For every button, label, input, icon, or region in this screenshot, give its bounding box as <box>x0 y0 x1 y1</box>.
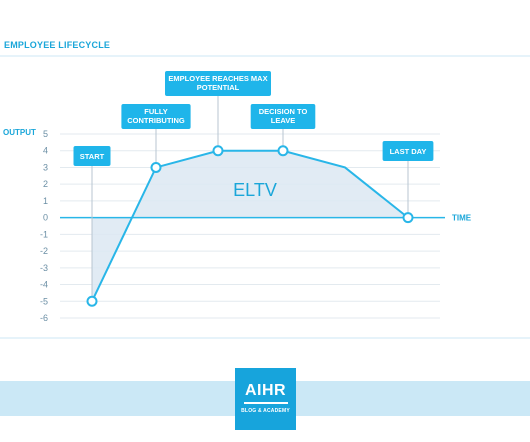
page-title: EMPLOYEE LIFECYCLE <box>4 40 111 50</box>
y-tick-label: -1 <box>40 229 48 239</box>
callout-label: DECISION TO <box>259 107 308 116</box>
lifecycle-chart: ELTV 5 4 3 2 1 0 -1 -2 -3 -4 -5 -6 OUTPUT TIME START F… <box>3 71 472 323</box>
data-point <box>212 145 224 157</box>
callout-box <box>382 141 434 161</box>
x-axis-title: TIME <box>452 214 472 223</box>
callout-box <box>165 71 271 96</box>
y-tick-label: 3 <box>43 162 48 172</box>
y-tick-label: 4 <box>43 146 48 156</box>
y-tick-label: -5 <box>40 296 48 306</box>
callout-label: FULLY <box>144 107 167 116</box>
callout-box <box>73 146 111 166</box>
data-point <box>86 295 98 307</box>
logo-brand: AIHR <box>244 382 287 399</box>
y-tick-label: -4 <box>40 280 48 290</box>
content-divider <box>0 337 530 339</box>
header-divider <box>0 55 530 57</box>
chart-area: ELTV <box>92 150 408 302</box>
data-point <box>402 212 414 224</box>
y-axis-title: OUTPUT <box>3 128 36 137</box>
chart-points <box>86 145 414 307</box>
logo-tagline: BLOG & ACADEMY <box>241 408 290 414</box>
data-point <box>150 161 162 173</box>
chart-line <box>91 149 409 302</box>
y-tick-label: 2 <box>43 179 48 189</box>
y-tick-label: -2 <box>40 246 48 256</box>
y-tick-label: 5 <box>43 129 48 139</box>
callout-label: LAST DAY <box>390 147 427 156</box>
series-line <box>91 149 409 302</box>
eltv-label: ELTV <box>233 180 277 200</box>
callout-label: POTENTIAL <box>197 83 240 92</box>
chart-axes: 5 4 3 2 1 0 -1 -2 -3 -4 -5 -6 OUTPUT TIME <box>3 128 472 323</box>
logo-underline <box>243 402 288 404</box>
y-tick-label: -3 <box>40 263 48 273</box>
y-tick-label: -6 <box>40 313 48 323</box>
callout-box <box>121 104 191 129</box>
eltv-area <box>92 150 408 302</box>
callout-box <box>250 104 316 129</box>
callout-label: EMPLOYEE REACHES MAX <box>168 74 267 83</box>
callout-label: CONTRIBUTING <box>127 116 185 125</box>
data-point <box>277 145 289 157</box>
aihr-logo: AIHR BLOG & ACADEMY <box>235 368 296 430</box>
callout-label: LEAVE <box>271 116 295 125</box>
callout-label: START <box>80 152 105 161</box>
y-tick-label: 0 <box>43 213 48 223</box>
y-tick-label: 1 <box>43 196 48 206</box>
